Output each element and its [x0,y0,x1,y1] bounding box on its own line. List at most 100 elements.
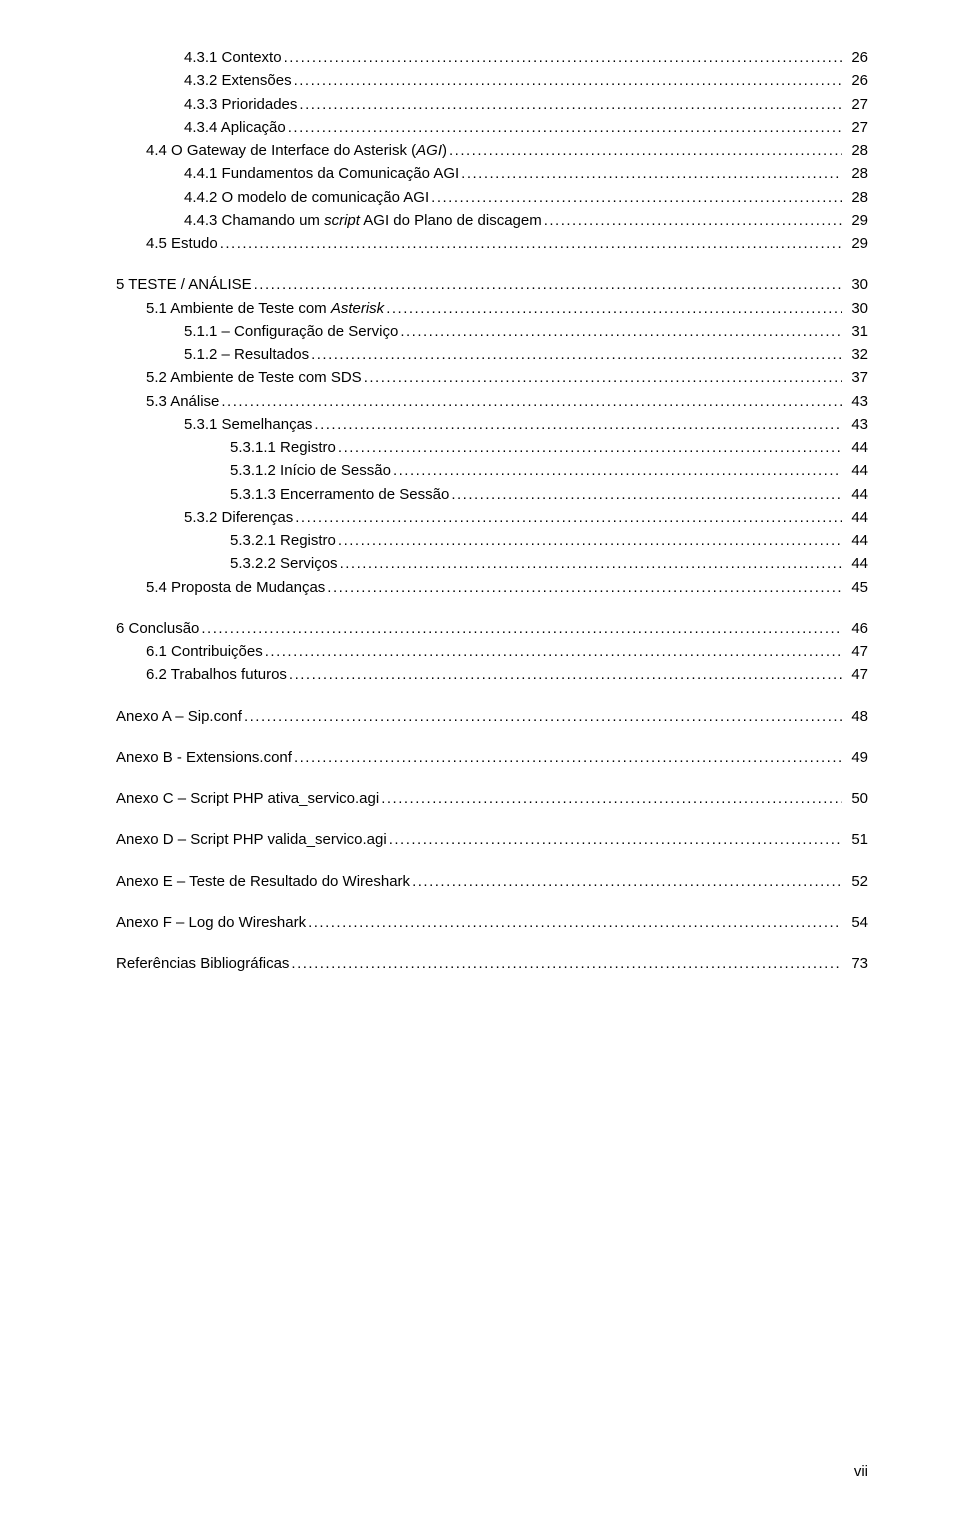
toc-label: 5.3.2.2 Serviços [230,552,338,575]
toc-label: Anexo D – Script PHP valida_servico.agi [116,828,387,851]
toc-page: 44 [842,483,868,506]
toc-leader [542,209,842,232]
toc-entry: Anexo C – Script PHP ativa_servico.agi 5… [116,787,868,810]
toc-entry: 4.4.2 O modelo de comunicação AGI 28 [116,186,868,209]
toc-label: 5.1.2 – Resultados [184,343,309,366]
toc-gap [116,893,868,911]
toc-label: 6 Conclusão [116,617,199,640]
toc-entry: 5.2 Ambiente de Teste com SDS 37 [116,366,868,389]
toc-leader [325,576,842,599]
toc-leader [292,746,842,769]
toc-leader [384,297,842,320]
toc-page: 28 [842,162,868,185]
toc-page: 26 [842,46,868,69]
toc-leader [282,46,842,69]
toc-entry: 4.3.2 Extensões 26 [116,69,868,92]
toc-entry: Anexo B - Extensions.conf 49 [116,746,868,769]
toc-label: 5.1 Ambiente de Teste com Asterisk [146,297,384,320]
toc-entry: 5.3.1 Semelhanças 43 [116,413,868,436]
toc-leader [293,506,842,529]
toc-entry: 4.4 O Gateway de Interface do Asterisk (… [116,139,868,162]
toc-page: 29 [842,232,868,255]
toc-label: 5.3.1 Semelhanças [184,413,312,436]
toc-entry: 5 TESTE / ANÁLISE 30 [116,273,868,296]
toc-leader [219,390,842,413]
toc-label: Anexo E – Teste de Resultado do Wireshar… [116,870,410,893]
toc-page: 29 [842,209,868,232]
toc-entry: 5.3.1.3 Encerramento de Sessão 44 [116,483,868,506]
toc-page: 49 [842,746,868,769]
toc-entry: Anexo F – Log do Wireshark 54 [116,911,868,934]
toc-label: 5.3 Análise [146,390,219,413]
toc-page: 43 [842,413,868,436]
toc-leader [287,663,842,686]
toc-entry: 5.3.2.1 Registro 44 [116,529,868,552]
toc-page: 54 [842,911,868,934]
toc-label: Referências Bibliográficas [116,952,289,975]
toc-page: 45 [842,576,868,599]
toc-page: 47 [842,640,868,663]
toc-label: Anexo C – Script PHP ativa_servico.agi [116,787,379,810]
toc-leader [338,552,842,575]
toc-leader [447,139,842,162]
toc-gap [116,769,868,787]
toc-label: 5.3.2 Diferenças [184,506,293,529]
toc-label: 4.3.3 Prioridades [184,93,297,116]
toc-label: 4.3.2 Extensões [184,69,292,92]
toc-page: 30 [842,297,868,320]
toc-entry: 5.1 Ambiente de Teste com Asterisk 30 [116,297,868,320]
toc-leader [336,529,842,552]
toc-label: 4.3.4 Aplicação [184,116,286,139]
toc-leader [312,413,842,436]
toc-page: 73 [842,952,868,975]
toc-page: 43 [842,390,868,413]
toc-leader [387,828,842,851]
toc-label: 4.4.2 O modelo de comunicação AGI [184,186,429,209]
toc-leader [199,617,842,640]
toc-entry: 5.3.1.1 Registro 44 [116,436,868,459]
toc-entry: 5.3.1.2 Início de Sessão 44 [116,459,868,482]
toc-page: 44 [842,459,868,482]
toc-entry: 6 Conclusão 46 [116,617,868,640]
toc-page: 47 [842,663,868,686]
toc-label: 5.3.2.1 Registro [230,529,336,552]
toc-page: 51 [842,828,868,851]
toc-leader [252,273,842,296]
toc-entry: 4.3.4 Aplicação 27 [116,116,868,139]
toc-leader [297,93,842,116]
toc-gap [116,728,868,746]
toc-entry: 4.4.3 Chamando um script AGI do Plano de… [116,209,868,232]
toc-label: 4.4.3 Chamando um script AGI do Plano de… [184,209,542,232]
toc-label: 5 TESTE / ANÁLISE [116,273,252,296]
toc-leader [292,69,842,92]
toc-entry: 4.4.1 Fundamentos da Comunicação AGI 28 [116,162,868,185]
toc-leader [286,116,842,139]
toc-entry: 5.3.2.2 Serviços 44 [116,552,868,575]
toc-leader [263,640,842,663]
toc-entry: Referências Bibliográficas 73 [116,952,868,975]
toc-entry: Anexo D – Script PHP valida_servico.agi … [116,828,868,851]
toc-entry: 5.1.1 – Configuração de Serviço 31 [116,320,868,343]
toc-leader [410,870,842,893]
toc-entry: 5.3.2 Diferenças 44 [116,506,868,529]
toc-label: 5.3.1.3 Encerramento de Sessão [230,483,449,506]
toc-entry: Anexo E – Teste de Resultado do Wireshar… [116,870,868,893]
toc-label: 5.2 Ambiente de Teste com SDS [146,366,362,389]
toc-page: 50 [842,787,868,810]
toc-page: 48 [842,705,868,728]
toc-page: 46 [842,617,868,640]
toc-page: 30 [842,273,868,296]
toc-page: 44 [842,529,868,552]
toc-leader [362,366,842,389]
toc-leader [459,162,842,185]
toc-label: 5.4 Proposta de Mudanças [146,576,325,599]
toc-label: 4.5 Estudo [146,232,218,255]
toc-page: 44 [842,436,868,459]
toc-label: Anexo F – Log do Wireshark [116,911,306,934]
page-number: vii [854,1463,868,1480]
toc-leader [336,436,842,459]
toc-entry: 5.1.2 – Resultados 32 [116,343,868,366]
toc-entry: 6.2 Trabalhos futuros 47 [116,663,868,686]
toc-leader [391,459,842,482]
toc-entry: Anexo A – Sip.conf 48 [116,705,868,728]
